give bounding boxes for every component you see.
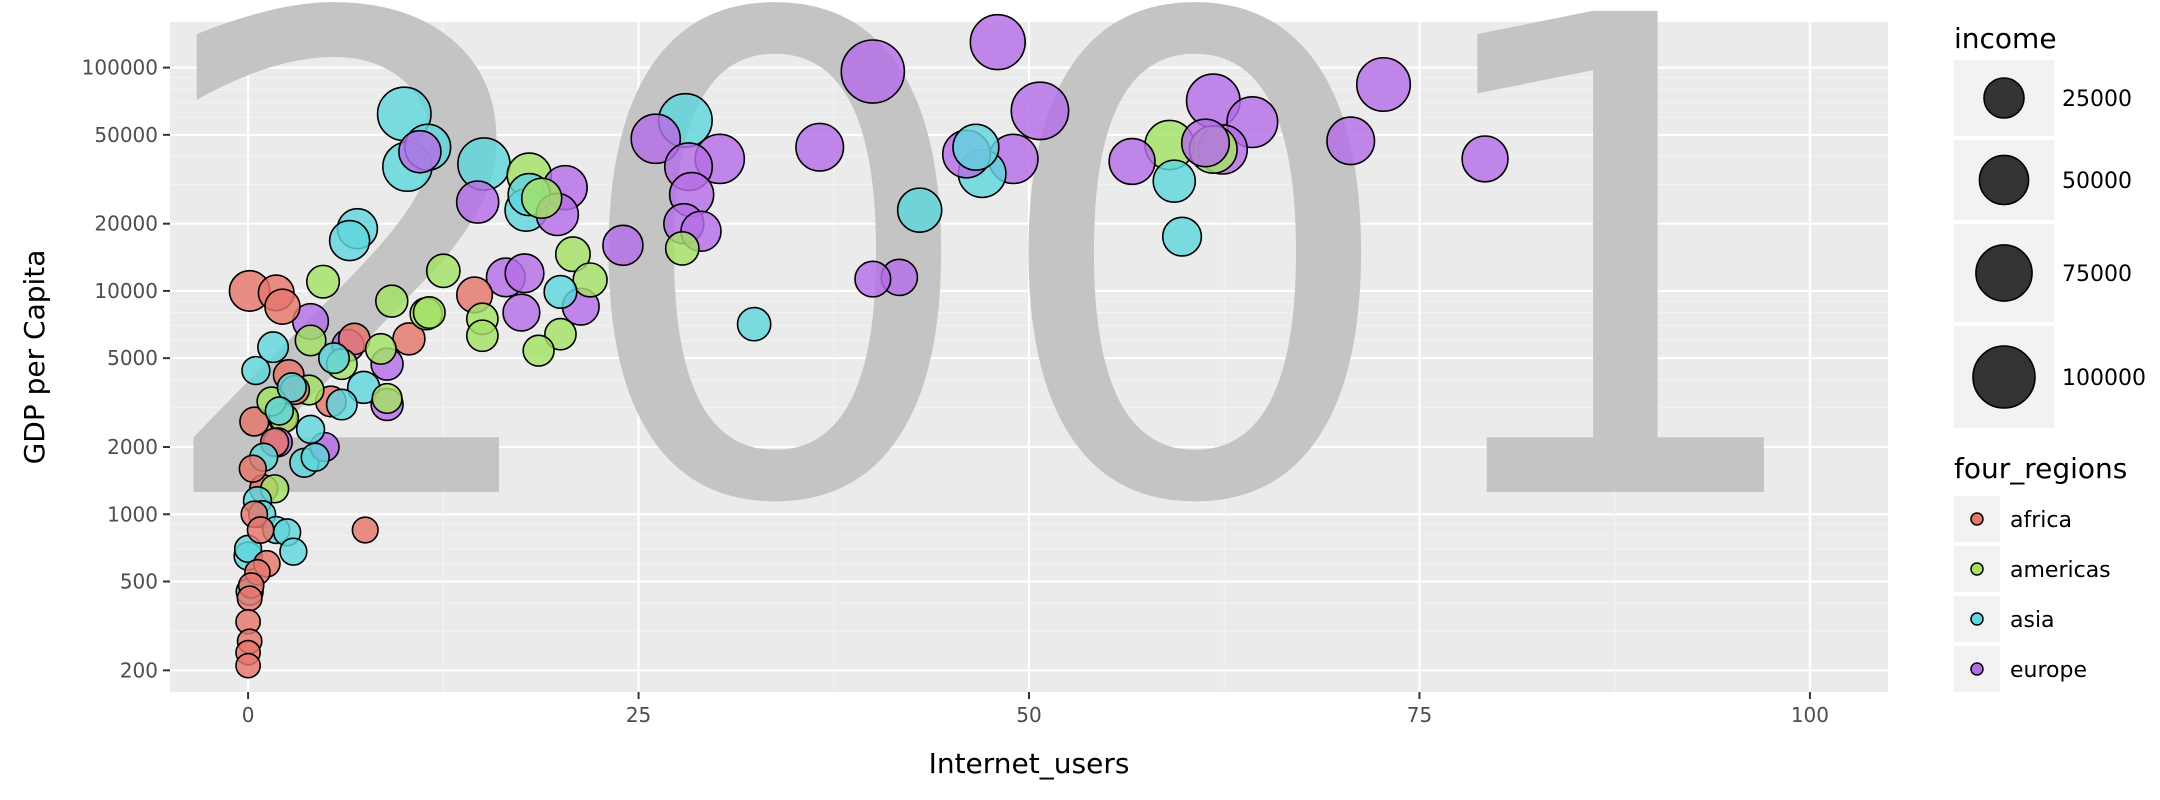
y-tick-label: 500 — [120, 569, 158, 593]
size-legend-circle — [1983, 77, 2025, 119]
point-asia — [1152, 159, 1197, 204]
point-europe — [854, 260, 892, 298]
point-africa — [238, 454, 267, 483]
color-legend-swatch — [1970, 562, 1984, 576]
y-axis-title: GDP per Capita — [18, 250, 51, 465]
color-legend-title: four_regions — [1954, 452, 2127, 485]
point-americas — [554, 236, 591, 273]
point-asia — [257, 331, 290, 364]
x-tick-label: 50 — [1016, 703, 1041, 727]
size-legend-circle — [1975, 244, 2033, 302]
color-legend: four_regions africa americas asia europe — [1954, 452, 2127, 692]
point-asia — [264, 396, 295, 426]
point-africa — [246, 516, 275, 544]
point-americas — [520, 177, 563, 220]
point-americas — [305, 264, 341, 299]
color-legend-swatch — [1970, 662, 1984, 676]
point-asia — [896, 187, 943, 233]
y-axis: 200 500 1000 2000 5000 10000 20000 50000 100000 — [82, 56, 170, 682]
point-europe — [1326, 116, 1376, 166]
point-asia — [295, 414, 326, 445]
point-americas — [364, 332, 397, 365]
point-europe — [398, 129, 442, 174]
color-legend-swatch — [1970, 612, 1984, 626]
point-asia — [279, 537, 308, 566]
point-asia — [276, 372, 308, 403]
y-tick-label: 20000 — [94, 212, 158, 236]
color-legend-label: americas — [2010, 558, 2111, 583]
point-europe — [969, 13, 1026, 71]
point-asia — [317, 342, 351, 375]
color-legend-label: asia — [2010, 608, 2055, 633]
point-africa — [351, 516, 379, 544]
point-americas — [572, 262, 608, 298]
point-europe — [795, 122, 845, 172]
point-americas — [522, 334, 555, 367]
point-europe — [1108, 137, 1156, 186]
point-europe — [1461, 135, 1509, 183]
point-americas — [371, 382, 403, 415]
size-legend-label: 75000 — [2062, 262, 2132, 287]
point-asia — [328, 219, 371, 262]
data-points — [228, 13, 1509, 679]
y-tick-label: 1000 — [107, 502, 158, 526]
point-americas — [465, 319, 499, 353]
point-europe — [1010, 81, 1070, 141]
point-asia — [300, 442, 330, 472]
size-legend-label: 50000 — [2062, 169, 2132, 194]
color-legend-label: europe — [2010, 658, 2087, 683]
point-asia — [325, 388, 358, 421]
size-legend-circle — [1978, 154, 2030, 206]
point-europe — [1180, 118, 1231, 168]
x-tick-label: 75 — [1407, 703, 1432, 727]
color-legend-swatch — [1970, 512, 1984, 526]
point-europe — [455, 180, 500, 224]
point-europe — [504, 253, 545, 294]
point-americas — [294, 324, 327, 357]
point-americas — [544, 317, 577, 351]
point-europe — [602, 224, 644, 267]
point-europe — [502, 293, 541, 332]
point-americas — [425, 253, 461, 289]
color-legend-label: africa — [2010, 508, 2072, 533]
point-asia — [1161, 216, 1203, 257]
point-asia — [736, 306, 772, 342]
x-axis-title: Internet_users — [929, 747, 1130, 780]
point-europe — [840, 39, 906, 104]
size-legend-circle — [1972, 345, 2036, 409]
x-tick-label: 25 — [626, 703, 651, 727]
size-legend-label: 25000 — [2062, 87, 2132, 112]
point-europe — [630, 113, 682, 165]
point-americas — [375, 284, 409, 318]
x-axis: 0 25 50 75 100 — [242, 692, 1829, 727]
point-africa — [235, 652, 262, 679]
point-africa — [264, 288, 301, 326]
size-legend: income 25000 50000 75000 100000 — [1954, 22, 2146, 428]
y-tick-label: 200 — [120, 658, 158, 682]
size-legend-label: 100000 — [2062, 366, 2146, 391]
point-americas — [664, 230, 700, 266]
point-asia — [543, 274, 578, 309]
y-tick-label: 50000 — [94, 123, 158, 147]
y-tick-label: 10000 — [94, 279, 158, 303]
point-asia — [952, 123, 1000, 171]
size-legend-title: income — [1954, 22, 2057, 55]
point-asia — [241, 355, 271, 386]
point-europe — [1355, 56, 1412, 113]
y-tick-label: 100000 — [82, 56, 158, 80]
point-americas — [412, 295, 446, 330]
y-tick-label: 5000 — [107, 346, 158, 370]
x-tick-label: 100 — [1791, 703, 1829, 727]
y-tick-label: 2000 — [107, 435, 158, 459]
point-africa — [236, 585, 263, 612]
x-tick-label: 0 — [242, 703, 255, 727]
